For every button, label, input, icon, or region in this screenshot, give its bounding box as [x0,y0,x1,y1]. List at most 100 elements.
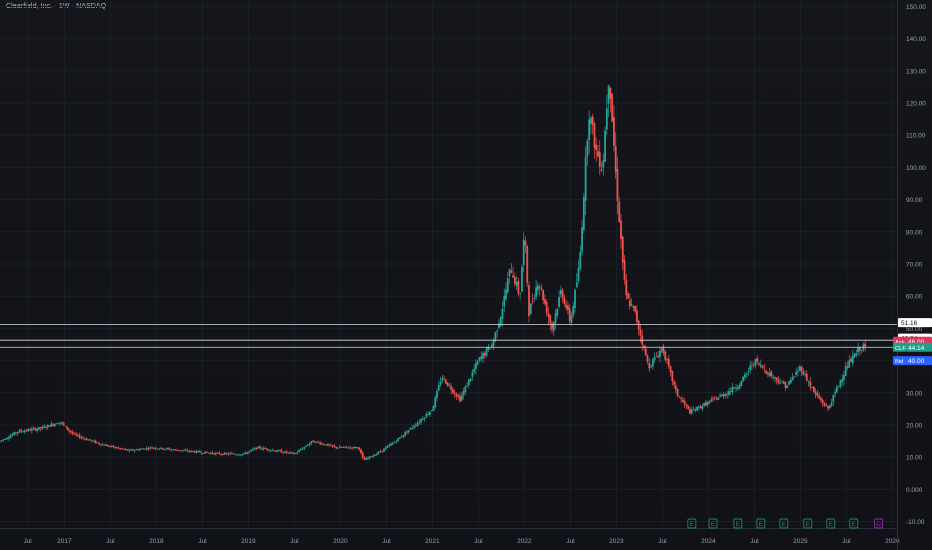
candle-body [193,451,196,453]
candle-body [294,453,297,454]
candle-body [356,447,359,449]
candle-body [331,444,334,447]
candle-body [191,450,194,452]
candle-body [29,429,31,431]
candle-body [285,451,288,453]
candle-body [239,454,242,456]
x-tick-label: Jul [750,538,759,545]
candle-body [692,409,695,410]
candle-body [860,350,863,352]
candle-body [142,448,145,450]
candle-body [73,433,76,435]
candle-body [701,406,704,409]
candle-body [130,449,132,451]
candle-body [390,443,392,446]
candle-body [11,434,14,436]
candle-body [280,450,283,453]
candle-body [613,117,615,146]
y-tick-label: 150.00 [906,4,926,11]
candle-body [441,378,444,381]
candle-body [667,358,670,367]
candle-body [68,429,70,431]
event-marker-label: E [806,521,811,528]
candle-body [775,377,778,381]
candle-body [289,452,292,454]
candle-body [482,353,484,359]
candle-body [23,430,26,433]
candle-body [556,308,559,316]
candle-body [18,430,21,433]
candle-body [57,423,60,425]
candle-body [411,427,414,429]
candle-body [121,448,123,449]
candle-body [789,379,792,383]
candle-body [625,279,628,296]
candle-body [774,377,776,379]
candle-body [664,351,667,360]
candle-body [179,450,182,452]
candle-body [230,453,233,455]
candle-body [298,450,300,453]
candle-body [489,348,491,350]
last-value-label: 44.14 [908,345,925,352]
candle-body [154,447,157,449]
candle-body [747,370,750,373]
candle-body [131,449,134,451]
candle-body [168,448,171,450]
candle-body [508,268,511,276]
candle-body [39,427,42,429]
candle-body [319,442,322,445]
candle-body [45,427,47,428]
candle-body [720,394,723,397]
candle-body [634,305,637,312]
candle-body [568,308,571,321]
candle-body [519,293,522,294]
candle-body [188,450,191,452]
candle-body [832,394,835,402]
candle-body [814,391,817,395]
candle-body [379,451,382,452]
candle-body [572,306,575,316]
candle-body [846,365,849,368]
candle-body [16,432,19,434]
event-marker [708,518,718,529]
candle-body [837,385,840,387]
candle-body [591,116,594,125]
candle-body [844,366,847,376]
x-tick-label: Jul [842,538,851,545]
candle-body [82,437,85,439]
candle-body [7,437,10,439]
candle-body [135,449,138,451]
candle-body [506,278,509,293]
candle-body [588,119,591,140]
candle-body [137,449,139,451]
candle-body [108,446,111,447]
candle-body [460,395,463,401]
candle-body [751,364,753,366]
candle-body [850,358,852,362]
candle-body [103,444,106,446]
candle-body [770,371,773,377]
candle-body [581,227,583,252]
candle-body [421,418,424,420]
candle-body [92,440,95,442]
candle-body [754,359,757,366]
candle-body [349,447,352,449]
candle-body [342,447,345,449]
candle-body [393,441,396,443]
candle-body [25,430,28,431]
candle-body [823,403,826,406]
candle-body [685,404,688,407]
candle-body [423,417,426,420]
candle-body [551,323,553,330]
candle-body [607,85,610,104]
candle-body [646,355,649,362]
candle-body [843,375,845,381]
candle-body [243,452,246,454]
candle-body [335,446,338,449]
candle-body [448,385,451,386]
candle-body [471,372,474,377]
candle-body [20,430,23,432]
